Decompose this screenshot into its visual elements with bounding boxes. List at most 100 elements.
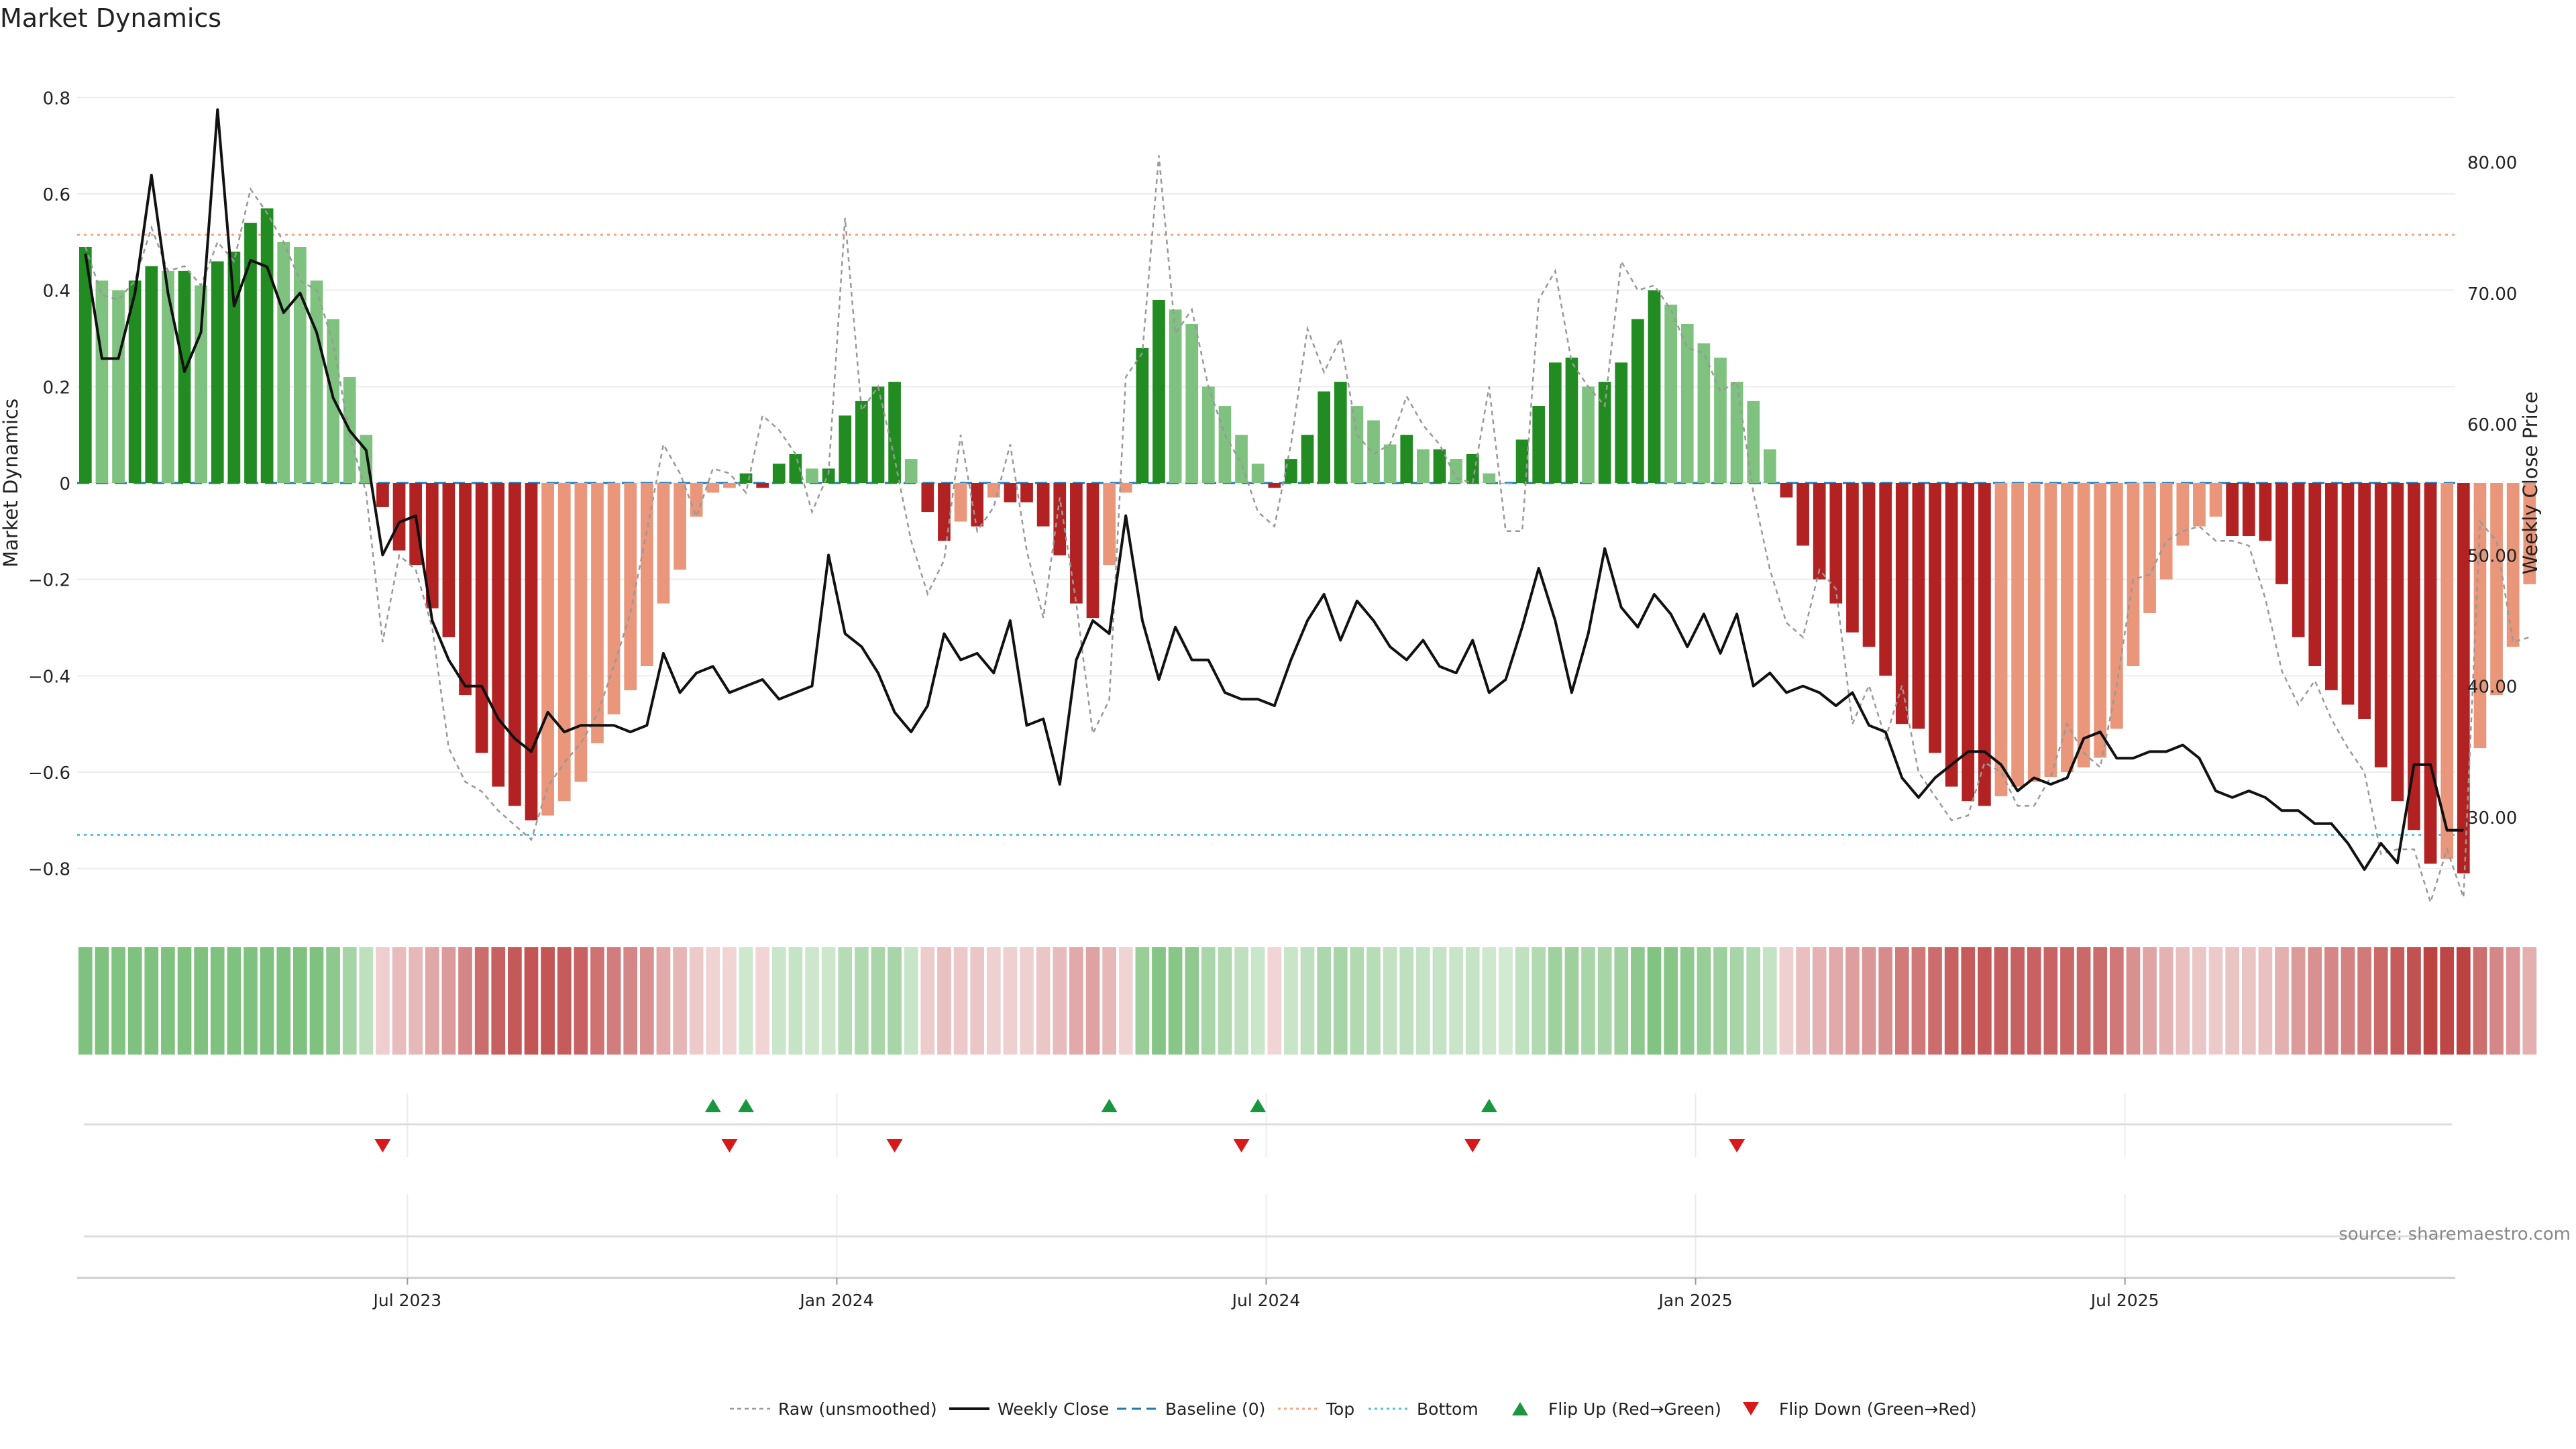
bar (2209, 483, 2222, 517)
heat-cell (194, 947, 208, 1055)
heat-cell (2109, 947, 2124, 1055)
bar (1582, 386, 1595, 483)
bar (1829, 483, 1843, 604)
bar (789, 453, 802, 483)
bar (376, 483, 389, 507)
bar (425, 483, 439, 608)
bar (1152, 300, 1165, 483)
heat-strip (78, 947, 2537, 1055)
heat-cell (1036, 947, 1051, 1055)
bar (1895, 483, 1909, 724)
bar (2440, 483, 2454, 859)
bar (1318, 391, 1331, 483)
heat-cell (1515, 947, 1529, 1055)
heat-cell (706, 947, 720, 1055)
bar (2176, 483, 2190, 546)
bar (1285, 459, 1297, 483)
flip-up-marker (704, 1099, 721, 1112)
bar (195, 285, 207, 483)
bar (1004, 483, 1017, 502)
bar (1680, 323, 1694, 483)
heat-cell (1664, 947, 1678, 1055)
bar (855, 400, 868, 483)
bar (1400, 435, 1413, 483)
bar (1235, 435, 1248, 483)
heat-cell (1383, 947, 1397, 1055)
flip-down-marker (1233, 1139, 1250, 1152)
heat-cell (2341, 947, 2355, 1055)
bar (1532, 406, 1546, 483)
flip-up-marker (1481, 1099, 1497, 1112)
x-tick-label: Jan 2025 (1658, 1291, 1733, 1310)
heat-cell (871, 947, 885, 1055)
bar (392, 483, 406, 551)
heat-cell (2373, 947, 2388, 1055)
heat-cell (2489, 947, 2504, 1055)
bar (1350, 406, 1364, 483)
heat-cell (1961, 947, 1976, 1055)
bar (806, 468, 818, 483)
heat-cell (227, 947, 241, 1055)
heat-cell (1763, 947, 1777, 1055)
heat-cell (1978, 947, 1992, 1055)
bar (2011, 483, 2024, 787)
heat-cell (1845, 947, 1860, 1055)
heat-cell (1796, 947, 1810, 1055)
heat-cell (920, 947, 935, 1055)
heat-cell (1564, 947, 1579, 1055)
bar (2473, 483, 2487, 749)
heat-cell (590, 947, 604, 1055)
bar (2292, 483, 2305, 637)
flip-down-marker (1729, 1139, 1746, 1152)
heat-cell (2043, 947, 2058, 1055)
bar (2110, 483, 2123, 729)
heat-cell (1085, 947, 1100, 1055)
bar (723, 483, 736, 488)
heat-cell (342, 947, 357, 1055)
y-axis-label: Market Dynamics (0, 398, 22, 568)
bar (1714, 358, 1727, 483)
bar (211, 261, 224, 483)
bar (690, 483, 703, 517)
legend-item-7-label: Flip Down (Green→Red) (1779, 1399, 1977, 1419)
bar (1268, 483, 1281, 488)
bar (987, 483, 1000, 498)
x-axis-ticks: Jul 2023 Jan 2024 Jul 2024 Jan 2025 Jul 2025 (77, 1277, 2455, 1310)
heat-cell (639, 947, 654, 1055)
heat-cell (541, 947, 555, 1055)
heat-cell (1267, 947, 1282, 1055)
heat-cell (855, 947, 869, 1055)
bar (839, 415, 852, 483)
bar (1053, 483, 1067, 555)
bar (508, 483, 521, 806)
bar (954, 483, 967, 522)
heat-cell (1713, 947, 1727, 1055)
legend-item-6-swatch (1512, 1402, 1528, 1415)
bar (277, 241, 290, 483)
heat-cell (508, 947, 522, 1055)
heat-cell (821, 947, 836, 1055)
heat-cell (2241, 947, 2256, 1055)
bar (2308, 483, 2322, 666)
bar (1813, 483, 1826, 580)
bar (162, 270, 174, 483)
x-tick-label: Jul 2023 (372, 1291, 441, 1310)
heat-cell (755, 947, 769, 1055)
heat-cell (2192, 947, 2206, 1055)
bar (145, 266, 158, 483)
bar (1664, 305, 1677, 483)
bar (112, 290, 125, 483)
heat-cell (1499, 947, 1513, 1055)
legend-item-4-label: Top (1326, 1399, 1354, 1419)
flip-up-marker (738, 1099, 755, 1112)
bar (2077, 483, 2090, 767)
bar (1036, 483, 1050, 527)
heat-cell (293, 947, 307, 1055)
bar (921, 483, 934, 513)
heat-cell (2308, 947, 2322, 1055)
bar (2523, 483, 2536, 584)
bar (607, 483, 621, 714)
bar (640, 483, 653, 666)
heat-cell (2456, 947, 2471, 1055)
heat-cell (425, 947, 439, 1055)
